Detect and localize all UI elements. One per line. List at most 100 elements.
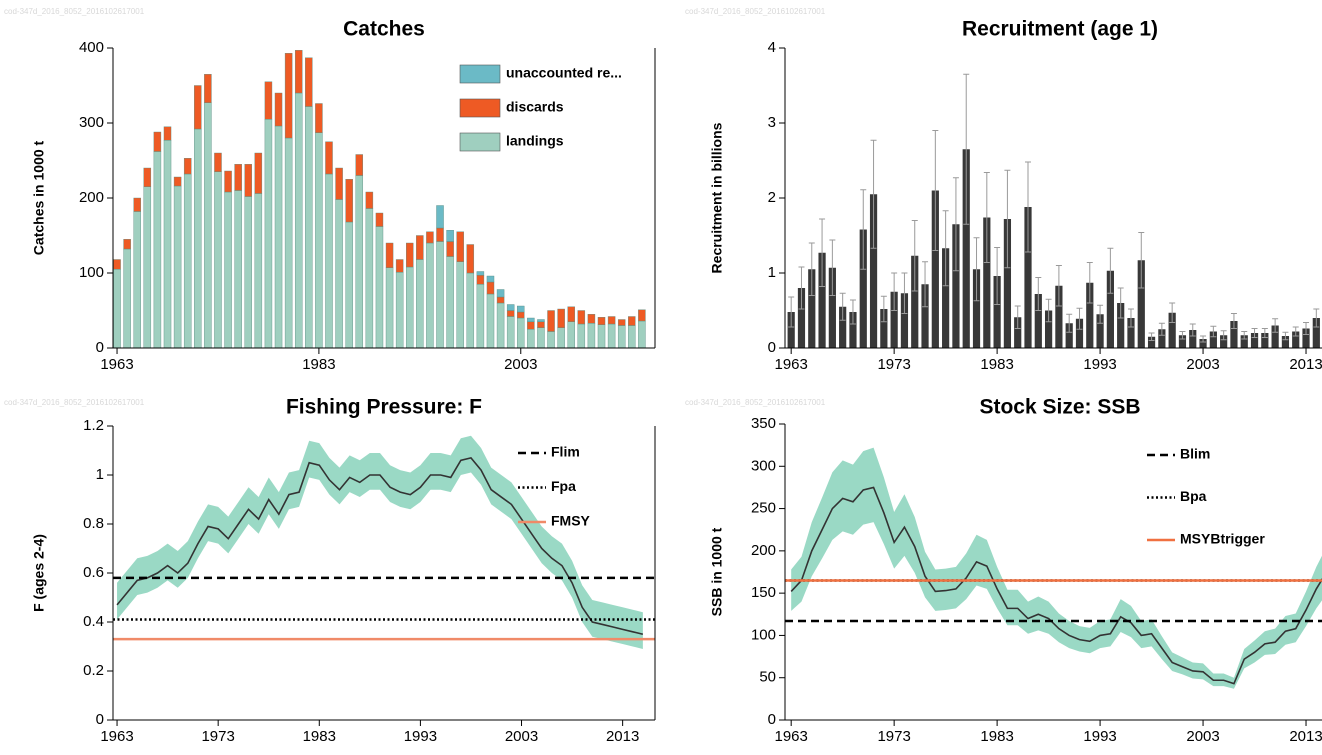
bar — [993, 276, 1001, 348]
bar-segment — [466, 272, 475, 349]
y-axis-label: F (ages 2-4) — [31, 534, 47, 612]
error-bar — [849, 299, 856, 325]
bar-segment — [527, 321, 535, 330]
legend-swatch — [459, 98, 501, 118]
bar — [787, 312, 795, 348]
bar-segment — [133, 211, 141, 349]
line — [116, 456, 644, 636]
watermark: cod-347d_2016_8052_2016102617001 — [685, 398, 826, 407]
bar-segment — [375, 212, 384, 227]
bar-segment — [456, 261, 464, 349]
x-tick-label: 1973 — [877, 356, 910, 373]
watermark: cod-347d_2016_8052_2016102617001 — [4, 398, 145, 407]
bar-segment — [234, 164, 242, 191]
bar-segment — [163, 140, 172, 349]
bar — [1240, 335, 1248, 348]
bar — [1086, 282, 1094, 348]
error-bar — [994, 247, 1001, 305]
bar-segment — [325, 141, 333, 175]
bar-segment — [264, 119, 273, 349]
bar-segment — [496, 296, 505, 304]
bar-segment — [587, 314, 596, 324]
bar-segment — [537, 319, 545, 322]
bar-segment — [557, 327, 565, 349]
bar-segment — [194, 85, 202, 130]
bar-segment — [406, 266, 414, 349]
error-bar — [798, 266, 805, 310]
bar — [1220, 335, 1228, 348]
bar-segment — [153, 131, 162, 152]
bar-segment — [617, 319, 626, 326]
bar-segment — [506, 310, 515, 317]
bar — [942, 248, 950, 348]
error-bar — [983, 172, 990, 263]
bar-segment — [143, 167, 152, 187]
bar-segment — [557, 308, 565, 328]
bar-segment — [194, 128, 202, 349]
bar-segment — [537, 321, 545, 328]
bar-segment — [567, 306, 575, 322]
bar-segment — [345, 179, 353, 223]
error-bar — [1014, 305, 1021, 329]
bar — [1055, 285, 1063, 348]
bar-segment — [395, 259, 404, 273]
error-bar — [1261, 328, 1268, 338]
bar-segment — [254, 193, 263, 349]
y-axis-label: Catches in 1000 t — [31, 140, 47, 255]
bar — [1034, 294, 1042, 348]
bar — [1106, 270, 1114, 348]
bar-segment — [274, 92, 283, 127]
bar-segment — [123, 248, 131, 349]
bar-segment — [254, 152, 263, 194]
bar — [1117, 303, 1125, 348]
bar-segment — [315, 132, 323, 349]
y-tick-label: 1 — [96, 466, 104, 483]
bar-segment — [204, 102, 212, 349]
error-bar — [839, 292, 846, 321]
bar-segment — [527, 329, 535, 349]
bar-segment — [496, 289, 505, 298]
bar-segment — [244, 164, 252, 197]
bar — [1044, 310, 1053, 348]
y-tick-label: 150 — [751, 584, 776, 601]
bar-segment — [244, 196, 252, 349]
bar — [1302, 328, 1310, 348]
confidence-band — [117, 435, 643, 649]
y-tick-label: 2 — [768, 189, 776, 206]
y-tick-label: 0 — [768, 711, 776, 728]
error-bar — [788, 296, 795, 328]
bar-segment — [355, 154, 364, 176]
bar-segment — [345, 221, 353, 349]
y-tick-label: 1.2 — [83, 417, 104, 434]
legend-label: Flim — [551, 444, 580, 460]
bar — [911, 255, 919, 348]
y-tick-label: 0 — [768, 339, 776, 356]
bar — [1292, 331, 1300, 348]
bar-segment — [335, 199, 343, 349]
bar — [931, 190, 939, 348]
bar — [869, 194, 878, 348]
bar — [828, 267, 836, 348]
bar — [1096, 314, 1104, 348]
bar-segment — [436, 205, 444, 229]
error-bar — [1004, 169, 1011, 269]
y-tick-label: 200 — [79, 189, 104, 206]
y-tick-label: 0.6 — [83, 564, 104, 581]
error-bar — [963, 73, 970, 225]
bar-segment — [466, 244, 475, 274]
x-tick-label: 1973 — [877, 728, 910, 745]
bar-segment — [517, 305, 525, 313]
bar-segment — [385, 267, 394, 349]
error-bar — [860, 189, 867, 270]
x-tick-label: 1963 — [100, 728, 133, 745]
y-tick-label: 0.8 — [83, 515, 104, 532]
error-bar — [1220, 330, 1227, 341]
bar — [1168, 312, 1176, 348]
y-axis-label: SSB in 1000 t — [709, 527, 725, 616]
bar-segment — [416, 235, 424, 260]
y-tick-label: 250 — [751, 500, 776, 517]
bar — [797, 288, 806, 348]
legend-label: Blim — [1180, 446, 1210, 462]
x-tick-label: 1983 — [303, 728, 336, 745]
confidence-band — [791, 447, 1322, 689]
